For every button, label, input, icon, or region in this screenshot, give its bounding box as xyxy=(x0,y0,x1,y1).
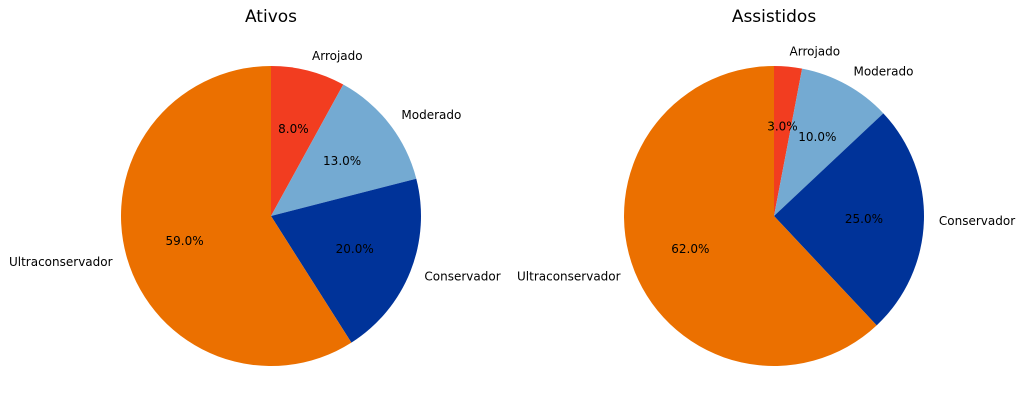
pie-slices-assistidos xyxy=(623,66,924,366)
pie-slice-assistidos-arrojado xyxy=(774,66,803,216)
pie-slice-assistidos-conservador xyxy=(774,113,924,326)
pie-category-label-assistidos-moderado: Moderado xyxy=(853,64,913,78)
pie-slices-ativos xyxy=(121,66,422,366)
pie-category-label-ativos-conservador: Conservador xyxy=(424,270,500,284)
chart-title-assistidos: Assistidos xyxy=(732,7,817,27)
pie-pct-label-ativos-arrojado: 8.0% xyxy=(278,122,309,136)
pie-slice-ativos-ultraconservador xyxy=(121,66,352,366)
pie-labels-assistidos: 3.0% Arrojado 10.0% Moderado 25.0% Conservado… xyxy=(517,45,1015,284)
pie-slice-ativos-moderado xyxy=(271,84,417,216)
pie-slice-ativos-arrojado xyxy=(271,66,344,216)
pie-pct-label-ativos-conservador: 20.0% xyxy=(336,242,374,256)
pie-pct-label-assistidos-conservador: 25.0% xyxy=(845,212,883,226)
pie-category-label-ativos-ultraconservador: Ultraconservador xyxy=(9,255,113,269)
pie-pct-label-ativos-ultraconservador: 59.0% xyxy=(166,234,204,248)
chart-title-ativos: Ativos xyxy=(245,7,297,27)
pie-category-label-assistidos-conservador: Conservador xyxy=(939,214,1015,228)
pie-pct-label-ativos-moderado: 13.0% xyxy=(323,154,361,168)
pie-category-label-ativos-moderado: Moderado xyxy=(401,108,461,122)
pie-category-label-assistidos-arrojado: Arrojado xyxy=(790,45,841,59)
pie-pct-label-assistidos-ultraconservador: 62.0% xyxy=(671,242,709,256)
pie-chart-assistidos: Assistidos 3.0% Arrojado 10.0% Moderado 25.0… xyxy=(517,7,1015,366)
pie-labels-ativos: 8.0% Arrojado 13.0% Moderado 20.0% Conservado… xyxy=(9,49,501,284)
pie-category-label-ativos-arrojado: Arrojado xyxy=(312,49,363,63)
pie-pct-label-assistidos-arrojado: 3.0% xyxy=(767,119,798,133)
pie-slice-assistidos-moderado xyxy=(774,68,884,216)
pie-chart-ativos: Ativos 8.0% Arrojado 13.0% Moderado 20.0% Con… xyxy=(9,7,501,366)
pie-category-label-assistidos-ultraconservador: Ultraconservador xyxy=(517,270,621,284)
pie-slice-assistidos-ultraconservador xyxy=(623,66,877,366)
pie-slice-ativos-conservador xyxy=(271,178,422,343)
pie-pct-label-assistidos-moderado: 10.0% xyxy=(798,130,836,144)
